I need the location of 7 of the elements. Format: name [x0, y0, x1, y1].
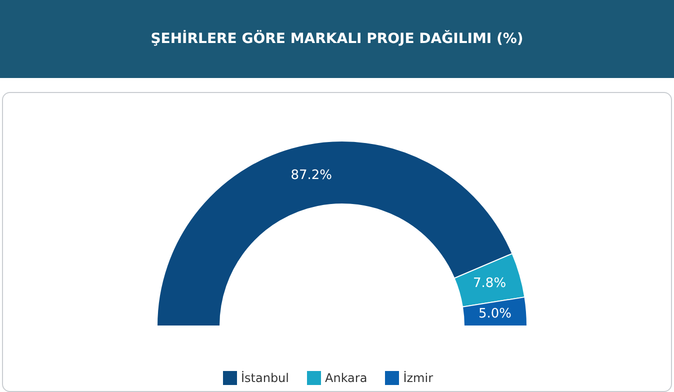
legend-label: İzmir	[403, 371, 433, 385]
data-label: 87.2%	[290, 168, 332, 184]
data-label: 7.8%	[473, 276, 506, 292]
chart-title: ŞEHİRLERE GÖRE MARKALI PROJE DAĞILIMI (%)	[0, 0, 674, 78]
legend-label: Ankara	[325, 371, 368, 385]
legend-label: İstanbul	[240, 371, 289, 385]
data-label: 5.0%	[478, 306, 512, 322]
